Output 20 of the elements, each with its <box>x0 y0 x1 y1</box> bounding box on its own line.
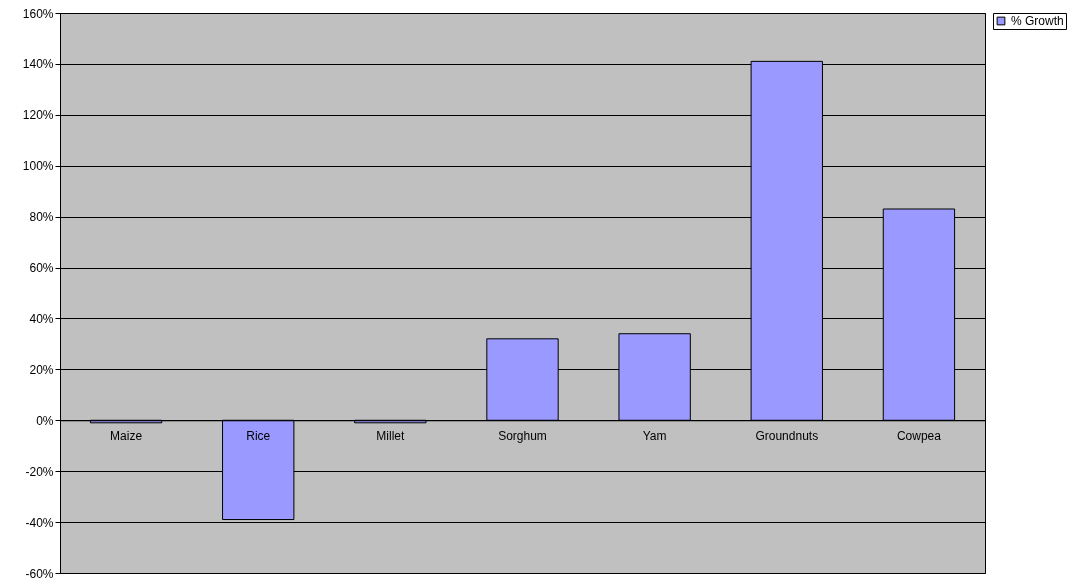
y-tick-label: 80% <box>29 210 54 225</box>
y-tick-label: 0% <box>36 413 54 428</box>
y-tick-label: 40% <box>29 311 54 326</box>
x-tick-label: Sorghum <box>498 428 547 443</box>
x-tick-label: Cowpea <box>896 428 942 443</box>
legend-label: % Growth <box>1011 14 1064 28</box>
x-tick-label: Maize <box>110 428 143 443</box>
y-tick-label: 140% <box>22 57 54 72</box>
y-tick-label: 160% <box>22 6 54 21</box>
y-tick-label: 100% <box>22 159 54 174</box>
y-tick-label: 120% <box>22 108 54 123</box>
x-tick-label: Yam <box>642 428 667 443</box>
y-tick-label: 20% <box>29 362 54 377</box>
x-tick-label: Groundnuts <box>755 428 819 443</box>
y-tick-label: 60% <box>29 261 54 276</box>
x-tick-label: Rice <box>246 428 271 443</box>
y-tick-label: -60% <box>25 566 54 581</box>
y-tick-label: -20% <box>25 464 54 479</box>
y-tick-label: -40% <box>25 515 54 530</box>
x-tick-label: Millet <box>376 428 406 443</box>
